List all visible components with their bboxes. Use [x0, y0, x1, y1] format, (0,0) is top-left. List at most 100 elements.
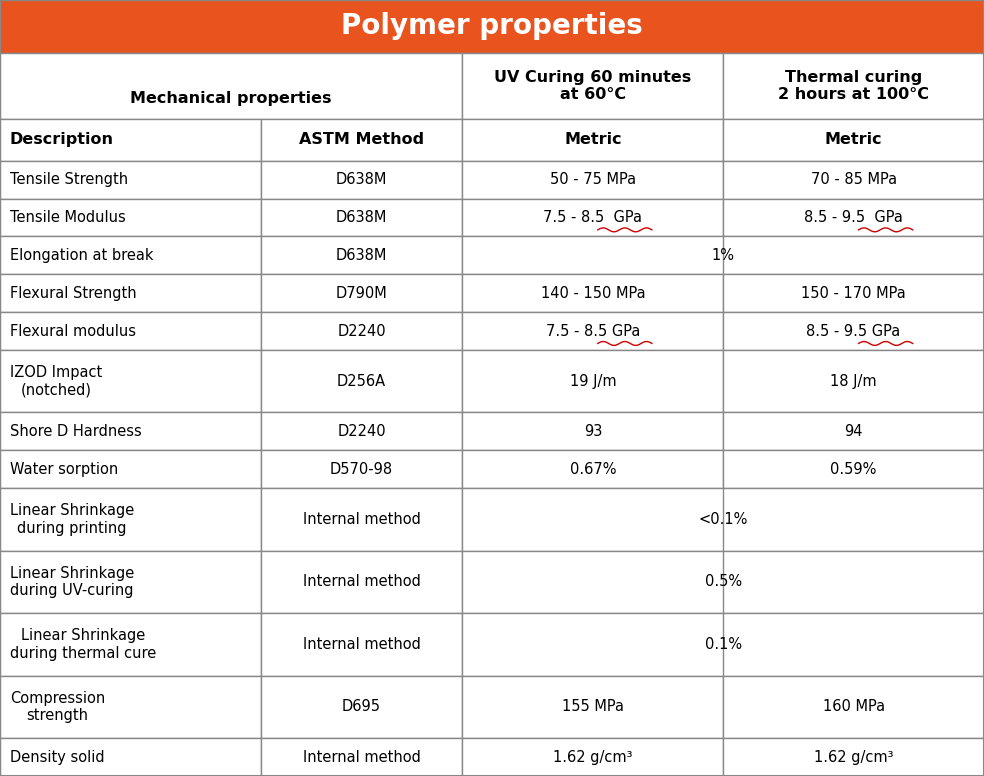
Text: Flexural modulus: Flexural modulus [10, 324, 136, 338]
Text: IZOD Impact
(notched): IZOD Impact (notched) [10, 365, 102, 397]
Text: 8.5 - 9.5 GPa: 8.5 - 9.5 GPa [807, 324, 900, 338]
Bar [0, 551, 261, 613]
Text: D570-98: D570-98 [330, 462, 394, 476]
Text: Thermal curing
2 hours at 100°C: Thermal curing 2 hours at 100°C [778, 70, 929, 102]
Text: 0.1%: 0.1% [705, 637, 742, 652]
Text: Compression
strength: Compression strength [10, 691, 105, 723]
Text: D638M: D638M [336, 172, 388, 187]
Text: ASTM Method: ASTM Method [299, 132, 424, 147]
Bar [0, 161, 261, 199]
Bar [723, 199, 984, 237]
Text: Water sorption: Water sorption [10, 462, 118, 476]
Text: D2240: D2240 [338, 324, 386, 338]
Text: 70 - 85 MPa: 70 - 85 MPa [811, 172, 896, 187]
Text: Metric: Metric [564, 132, 622, 147]
Bar [261, 738, 462, 776]
Text: <0.1%: <0.1% [699, 512, 748, 527]
Bar [462, 551, 984, 613]
Text: 1%: 1% [711, 248, 735, 263]
Bar [0, 450, 261, 488]
Bar [0, 413, 261, 450]
Bar [723, 274, 984, 312]
Bar [462, 161, 723, 199]
Text: 94: 94 [844, 424, 863, 439]
Bar [261, 237, 462, 274]
Bar [462, 274, 723, 312]
Bar [261, 488, 462, 551]
Text: UV Curing 60 minutes
at 60°C: UV Curing 60 minutes at 60°C [494, 70, 692, 102]
Text: 155 MPa: 155 MPa [562, 699, 624, 715]
Bar [261, 312, 462, 350]
Bar [462, 613, 984, 676]
Text: Internal method: Internal method [303, 512, 420, 527]
Bar [261, 676, 462, 738]
Bar [462, 738, 723, 776]
Bar [0, 488, 261, 551]
Text: 93: 93 [584, 424, 602, 439]
Text: Tensile Strength: Tensile Strength [10, 172, 128, 187]
Text: 19 J/m: 19 J/m [570, 374, 616, 389]
Bar [462, 350, 723, 413]
Bar [0, 119, 261, 161]
Text: D790M: D790M [336, 286, 388, 300]
Bar [0, 613, 261, 676]
Text: 18 J/m: 18 J/m [830, 374, 877, 389]
Text: Tensile Modulus: Tensile Modulus [10, 210, 126, 225]
Text: 0.67%: 0.67% [570, 462, 616, 476]
Text: 7.5 - 8.5  GPa: 7.5 - 8.5 GPa [543, 210, 643, 225]
Bar [261, 199, 462, 237]
Bar [261, 274, 462, 312]
Bar [0, 0, 984, 53]
Bar [723, 676, 984, 738]
Bar [462, 676, 723, 738]
Bar [723, 119, 984, 161]
Bar [261, 119, 462, 161]
Text: D638M: D638M [336, 210, 388, 225]
Bar [0, 274, 261, 312]
Text: 0.5%: 0.5% [705, 574, 742, 590]
Text: D638M: D638M [336, 248, 388, 263]
Bar [261, 551, 462, 613]
Text: D2240: D2240 [338, 424, 386, 439]
Bar [723, 312, 984, 350]
Bar [0, 350, 261, 413]
Text: 7.5 - 8.5 GPa: 7.5 - 8.5 GPa [546, 324, 640, 338]
Text: Shore D Hardness: Shore D Hardness [10, 424, 142, 439]
Bar [0, 676, 261, 738]
Bar [462, 312, 723, 350]
Text: 1.62 g/cm³: 1.62 g/cm³ [553, 750, 633, 764]
Bar [0, 199, 261, 237]
Bar [0, 738, 261, 776]
Bar [462, 237, 984, 274]
Bar [462, 413, 723, 450]
Text: Elongation at break: Elongation at break [10, 248, 154, 263]
Text: Polymer properties: Polymer properties [341, 12, 643, 40]
Text: 50 - 75 MPa: 50 - 75 MPa [550, 172, 636, 187]
Text: Flexural Strength: Flexural Strength [10, 286, 137, 300]
Text: D695: D695 [342, 699, 381, 715]
Text: Internal method: Internal method [303, 637, 420, 652]
Text: Linear Shrinkage
during thermal cure: Linear Shrinkage during thermal cure [10, 629, 156, 660]
Bar [723, 413, 984, 450]
Bar [462, 488, 984, 551]
Bar [261, 350, 462, 413]
Bar [261, 161, 462, 199]
Bar [0, 53, 462, 119]
Bar [723, 450, 984, 488]
Text: Density solid: Density solid [10, 750, 104, 764]
Bar [261, 450, 462, 488]
Text: 150 - 170 MPa: 150 - 170 MPa [801, 286, 906, 300]
Bar [462, 450, 723, 488]
Bar [0, 237, 261, 274]
Bar [462, 199, 723, 237]
Bar [723, 738, 984, 776]
Text: 0.59%: 0.59% [830, 462, 877, 476]
Text: Metric: Metric [825, 132, 883, 147]
Text: 8.5 - 9.5  GPa: 8.5 - 9.5 GPa [804, 210, 903, 225]
Text: Internal method: Internal method [303, 750, 420, 764]
Text: Linear Shrinkage
during UV-curing: Linear Shrinkage during UV-curing [10, 566, 134, 598]
Bar [261, 613, 462, 676]
Bar [0, 312, 261, 350]
Text: 1.62 g/cm³: 1.62 g/cm³ [814, 750, 893, 764]
Text: 160 MPa: 160 MPa [823, 699, 885, 715]
